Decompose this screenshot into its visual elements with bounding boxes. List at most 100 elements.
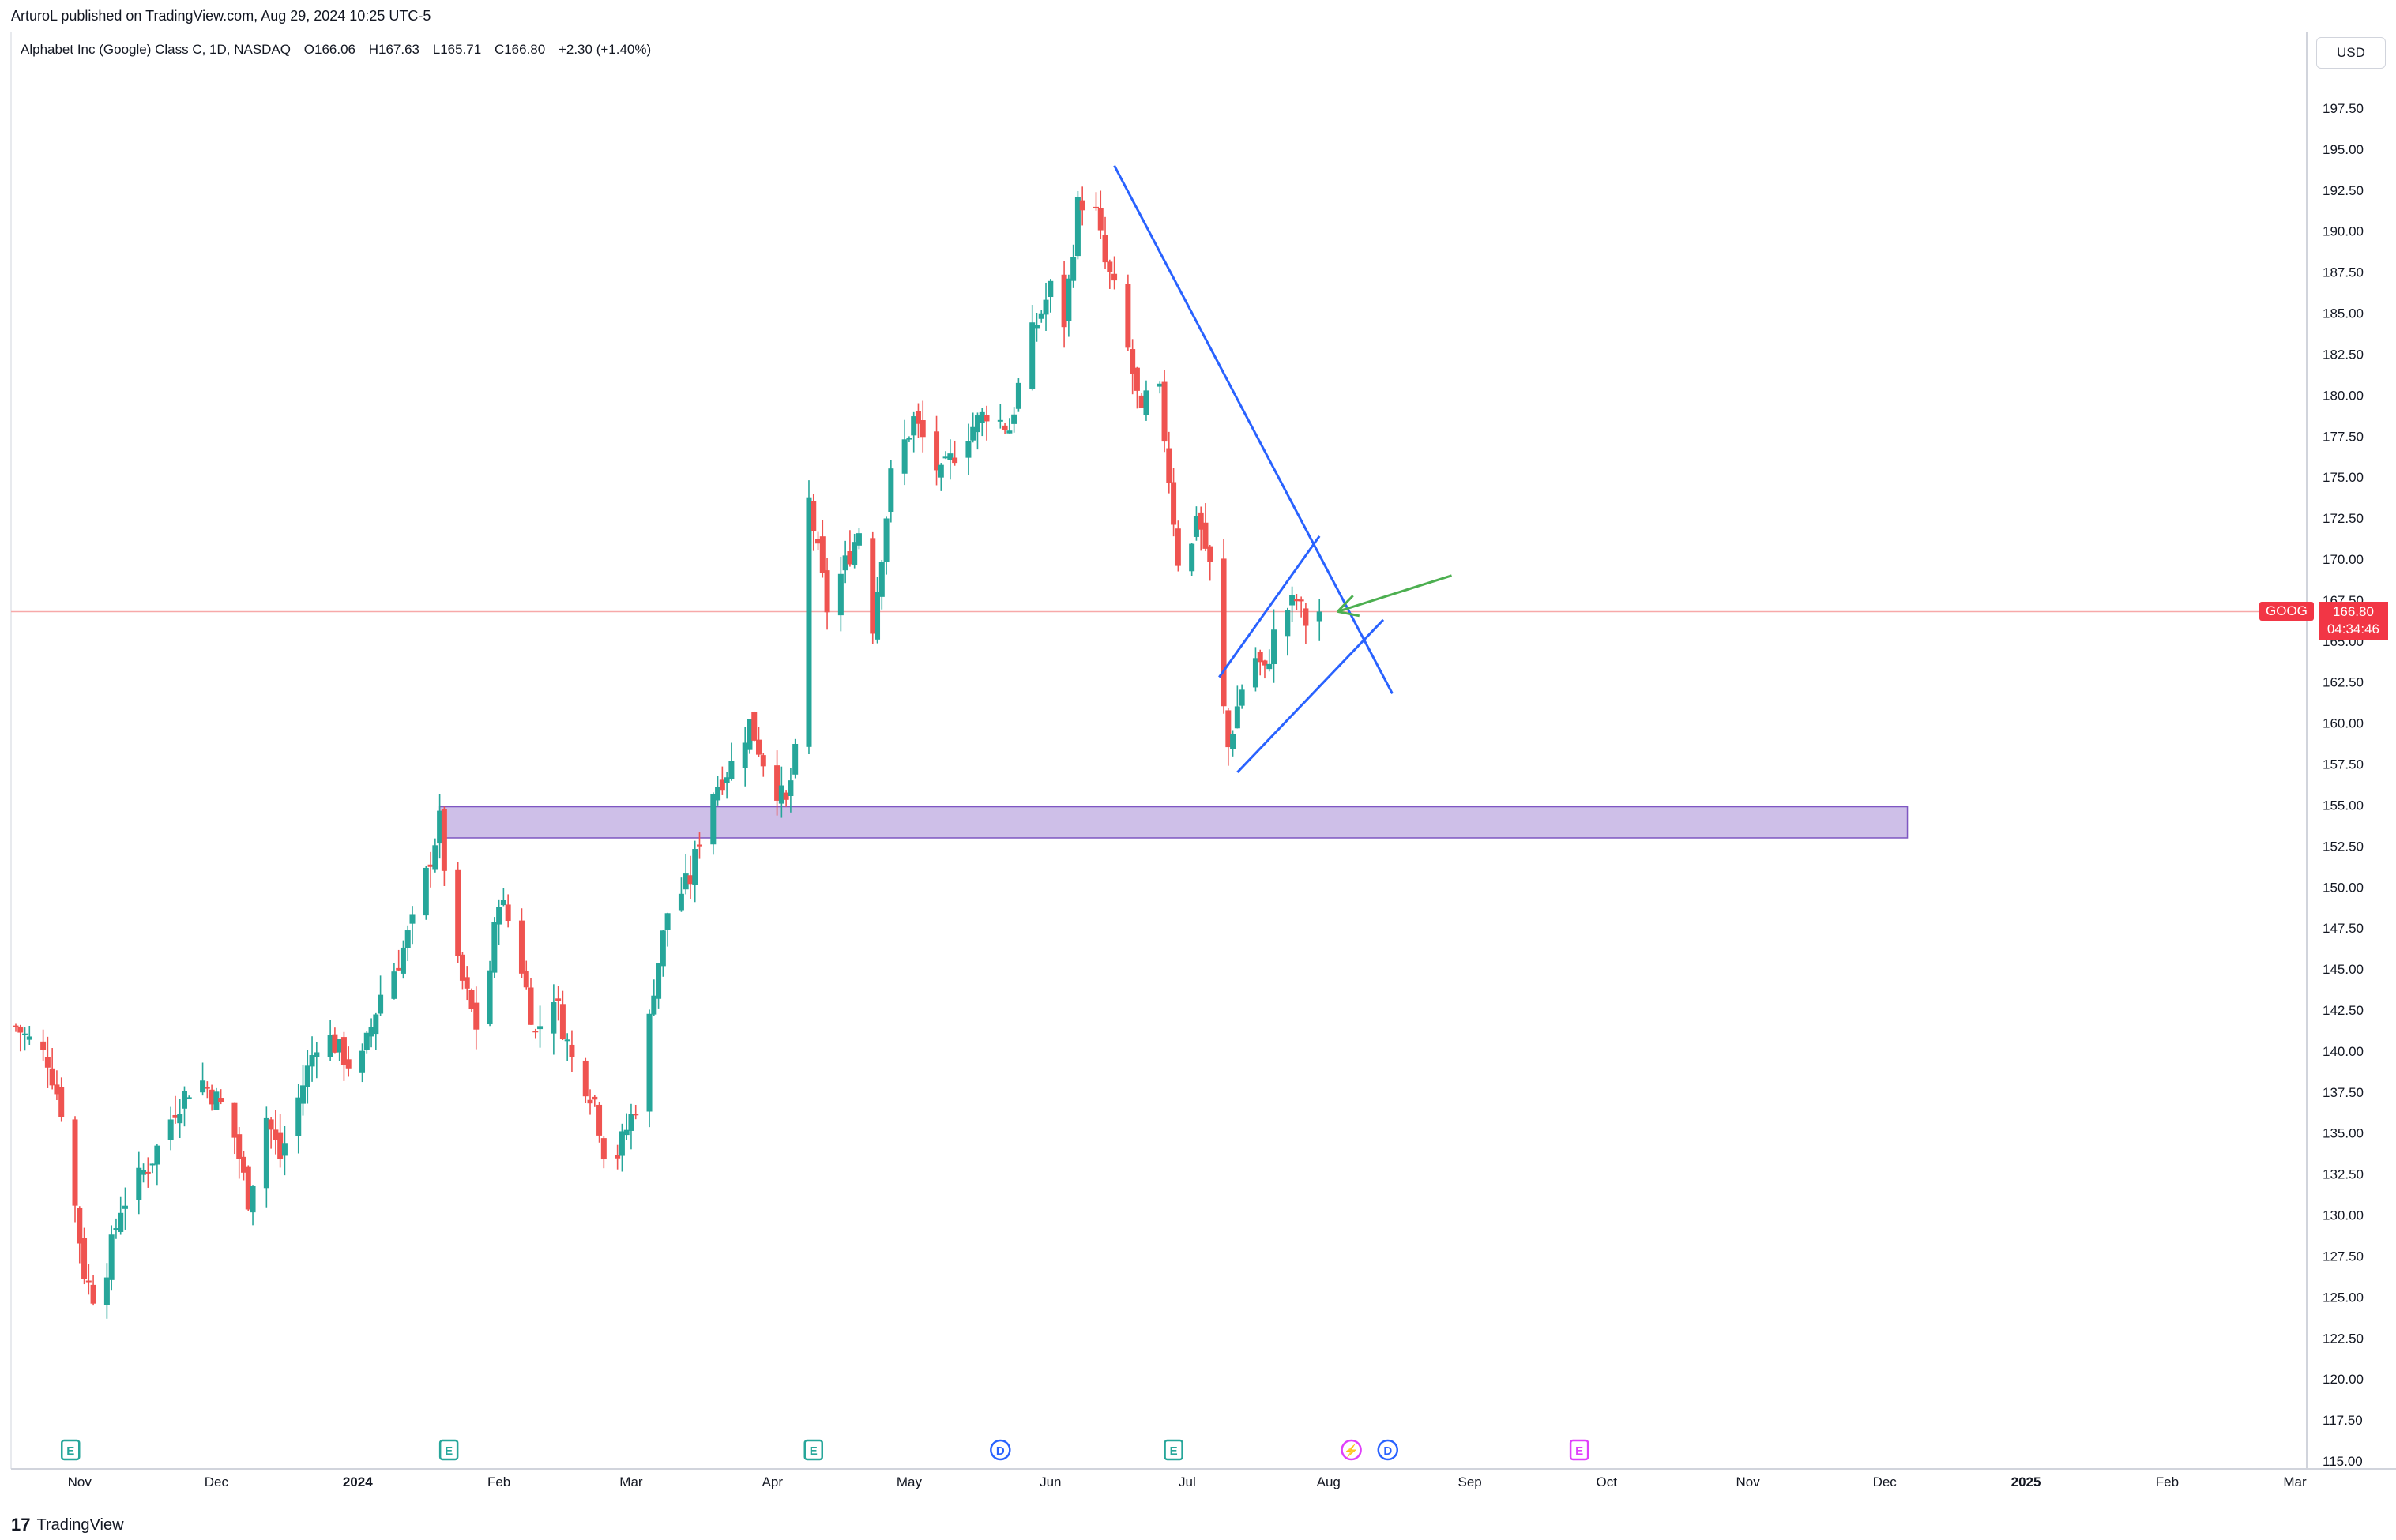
candle-body: [1266, 663, 1273, 670]
candle-body: [409, 914, 416, 924]
price-tick-label: 197.50: [2323, 101, 2364, 116]
candle-body: [236, 1134, 243, 1159]
candle-body: [1033, 325, 1040, 329]
time-tick-label: Sep: [1458, 1474, 1482, 1489]
candle-body: [26, 1036, 32, 1040]
candle-body: [245, 1166, 251, 1210]
legend-change: +2.30 (+1.40%): [558, 42, 652, 57]
candle-body: [337, 1039, 343, 1053]
event-label: E: [66, 1444, 74, 1458]
price-tick-label: 180.00: [2323, 388, 2364, 403]
trendline-flag-upper[interactable]: [1218, 535, 1321, 678]
candle-body: [938, 464, 944, 478]
candle-body: [1074, 197, 1081, 257]
event-label: D: [1383, 1444, 1392, 1458]
candle-body: [464, 977, 470, 989]
candle-body: [118, 1212, 124, 1232]
candle-body: [487, 970, 493, 1024]
candle-body: [1038, 313, 1044, 319]
price-tick-label: 117.50: [2323, 1413, 2363, 1428]
candle-body: [400, 947, 406, 974]
symbol-title[interactable]: Alphabet Inc (Google) Class C, 1D, NASDA…: [21, 42, 292, 57]
candle-body: [920, 420, 926, 438]
candle-body: [309, 1055, 315, 1067]
currency-button[interactable]: USD: [2316, 37, 2386, 69]
candle-body: [619, 1131, 625, 1156]
candle-body: [141, 1170, 147, 1175]
event-earnings-icon[interactable]: [438, 1439, 459, 1461]
candle-body: [623, 1129, 630, 1136]
price-tick-label: 187.50: [2323, 265, 2364, 280]
price-tick-label: 152.50: [2323, 839, 2364, 854]
event-label: D: [996, 1444, 1005, 1458]
candle-body: [678, 893, 684, 911]
event-earnings-icon[interactable]: [1164, 1439, 1183, 1461]
event-dividend-icon[interactable]: [990, 1439, 1011, 1461]
candle-body: [1161, 381, 1168, 442]
candle-body: [1093, 206, 1099, 208]
candle-body: [423, 867, 429, 916]
candle-body: [551, 1002, 557, 1034]
candle-body: [1303, 608, 1309, 626]
candle-body: [122, 1205, 128, 1209]
time-tick-label: Mar: [619, 1474, 643, 1489]
annotation-arrow[interactable]: [1337, 574, 1453, 613]
tradingview-logo[interactable]: 17 TradingView: [11, 1515, 124, 1535]
event-label: E: [1170, 1444, 1178, 1458]
trendline-flag-lower[interactable]: [1236, 618, 1385, 773]
candle-body: [200, 1080, 206, 1093]
candle-body: [1061, 274, 1067, 328]
time-tick-label: Dec: [1873, 1474, 1898, 1489]
event-earnings-icon[interactable]: [60, 1439, 81, 1461]
candle-body: [811, 501, 817, 531]
candle-body: [615, 1155, 621, 1159]
candle-body: [942, 456, 949, 459]
candle-body: [1079, 200, 1085, 211]
trendline-falling-resistance[interactable]: [1113, 164, 1394, 694]
candle-body: [728, 761, 735, 779]
candle-body: [177, 1114, 183, 1124]
events-layer[interactable]: E E E D E ⚡ D E: [60, 1439, 1589, 1461]
candle-body: [368, 1027, 374, 1037]
drawings-layer[interactable]: [1113, 164, 1453, 773]
price-tag-value: 166.80 04:34:46: [2318, 602, 2388, 640]
price-tick-label: 147.50: [2323, 921, 2364, 936]
candle-body: [1107, 261, 1113, 272]
candle-body: [263, 1117, 269, 1189]
candle-body: [997, 419, 1003, 422]
price-tick-label: 145.00: [2323, 962, 2364, 977]
candle-body: [1166, 448, 1172, 483]
candle-body: [172, 1114, 179, 1118]
candle-body: [1257, 652, 1263, 663]
candle-body: [596, 1104, 603, 1136]
candle-body: [391, 971, 397, 999]
candle-body: [1015, 382, 1021, 409]
candle-body: [231, 1102, 238, 1138]
candle-body: [952, 457, 958, 464]
candle-body: [1262, 660, 1268, 666]
event-earnings-icon[interactable]: [1569, 1439, 1589, 1461]
candle-body: [396, 967, 402, 971]
support-zone-rect[interactable]: [438, 806, 1909, 839]
candle-body: [54, 1084, 60, 1095]
candle-body: [915, 411, 921, 424]
candle-body: [103, 1277, 110, 1305]
candle-body: [1097, 208, 1104, 231]
event-label: E: [810, 1444, 818, 1458]
price-tick-label: 182.50: [2323, 347, 2364, 362]
event-dividend-icon[interactable]: [1341, 1439, 1362, 1461]
event-dividend-icon[interactable]: [1377, 1439, 1399, 1461]
time-tick-label: Aug: [1317, 1474, 1341, 1489]
candle-body: [783, 792, 789, 800]
price-tick-label: 172.50: [2323, 511, 2364, 526]
annotation-arrow-head: [1337, 595, 1354, 613]
price-tick-label: 190.00: [2323, 224, 2364, 239]
candle-body: [555, 998, 562, 1001]
candle-body: [459, 954, 465, 981]
candle-body: [842, 555, 848, 571]
event-earnings-icon[interactable]: [803, 1439, 823, 1461]
candle-body: [218, 1098, 224, 1102]
candle-body: [756, 739, 762, 755]
candle-body: [1193, 516, 1199, 537]
